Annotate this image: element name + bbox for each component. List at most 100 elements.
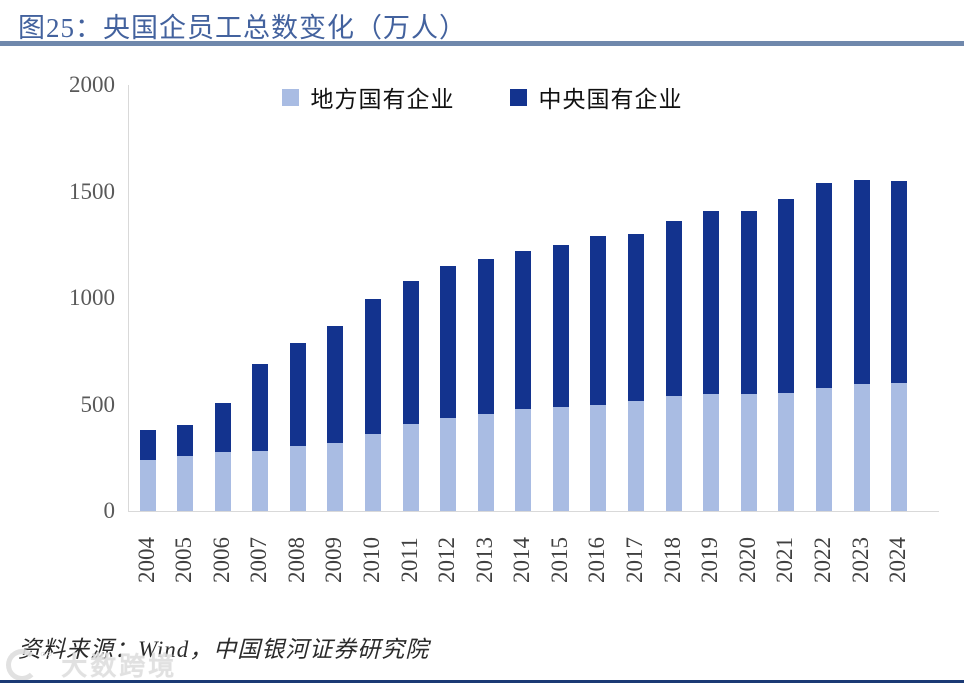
bar-segment-central-soe <box>665 221 682 397</box>
x-tick-label-2015: 2015 <box>546 537 572 583</box>
bar-segment-local-soe <box>740 394 757 511</box>
stacked-bar-2012 <box>440 266 457 511</box>
bar-segment-local-soe <box>402 423 419 511</box>
bar-segment-local-soe <box>703 393 720 511</box>
bar-segment-central-soe <box>778 198 795 393</box>
bar-segment-central-soe <box>891 181 908 383</box>
figure-title: 图25：央国企员工总数变化（万人） <box>18 13 467 43</box>
bar-segment-central-soe <box>740 211 757 395</box>
bar-segment-local-soe <box>628 401 645 511</box>
bar-segment-central-soe <box>477 258 494 414</box>
chart-legend: 地方国有企业 中央国有企业 <box>0 80 964 114</box>
x-tick-label-2023: 2023 <box>847 537 873 583</box>
bar-segment-local-soe <box>515 409 532 511</box>
y-tick-label-1000: 1000 <box>69 285 115 310</box>
stacked-bar-2021 <box>778 198 795 511</box>
chart-plot-area <box>128 85 939 512</box>
bar-segment-local-soe <box>590 404 607 511</box>
y-tick-label-500: 500 <box>80 391 116 417</box>
source-note: 资料来源：Wind，中国银河证券研究院 <box>18 637 430 662</box>
bar-segment-local-soe <box>778 392 795 511</box>
y-tick-label-2000: 2000 <box>69 72 115 97</box>
legend-swatch-icon <box>281 88 299 106</box>
x-tick-label-2024: 2024 <box>885 537 911 583</box>
stacked-bar-2006 <box>214 403 231 511</box>
x-tick-label-2005: 2005 <box>171 537 197 583</box>
title-separator-line <box>0 41 964 46</box>
bar-segment-central-soe <box>214 403 231 453</box>
x-tick-label-2009: 2009 <box>321 537 347 583</box>
bar-segment-local-soe <box>815 388 832 511</box>
bar-segment-central-soe <box>590 235 607 405</box>
stacked-bar-2016 <box>590 235 607 511</box>
stacked-bar-2022 <box>815 182 832 511</box>
x-tick-label-2004: 2004 <box>133 537 159 583</box>
bar-segment-local-soe <box>139 459 156 511</box>
bar-segment-local-soe <box>327 443 344 511</box>
x-tick-label-2021: 2021 <box>772 537 798 583</box>
stacked-bar-2008 <box>289 342 306 511</box>
x-tick-label-2017: 2017 <box>622 537 648 583</box>
bar-segment-local-soe <box>177 456 194 511</box>
x-tick-label-2007: 2007 <box>246 537 272 583</box>
legend-item-central-soe: 中央国有企业 <box>509 80 683 114</box>
bar-segment-central-soe <box>402 280 419 424</box>
stacked-bar-2004 <box>139 429 156 511</box>
stacked-bar-2009 <box>327 326 344 511</box>
bar-segment-central-soe <box>177 424 194 457</box>
stacked-bar-2018 <box>665 221 682 511</box>
x-tick-label-2013: 2013 <box>471 537 497 583</box>
bar-segment-central-soe <box>327 326 344 444</box>
bar-segment-local-soe <box>552 407 569 511</box>
bar-segment-central-soe <box>552 244 569 408</box>
legend-swatch-icon <box>509 88 527 106</box>
legend-label: 地方国有企业 <box>310 87 455 112</box>
legend-label: 中央国有企业 <box>538 87 683 112</box>
bar-segment-central-soe <box>440 266 457 419</box>
bar-segment-local-soe <box>665 396 682 511</box>
bar-segment-local-soe <box>289 446 306 511</box>
y-tick-label-0: 0 <box>103 498 116 523</box>
bar-segment-local-soe <box>364 433 381 511</box>
x-tick-label-2014: 2014 <box>509 537 535 583</box>
stacked-bar-2011 <box>402 280 419 511</box>
bar-segment-local-soe <box>252 451 269 511</box>
bar-segment-local-soe <box>891 383 908 511</box>
bar-segment-central-soe <box>252 363 269 452</box>
stacked-bar-2015 <box>552 244 569 511</box>
bar-segment-central-soe <box>703 210 720 394</box>
x-tick-label-2010: 2010 <box>358 537 384 583</box>
stacked-bar-2005 <box>177 424 194 511</box>
bar-segment-local-soe <box>477 413 494 511</box>
bar-segment-central-soe <box>628 233 645 402</box>
stacked-bar-2017 <box>628 233 645 511</box>
x-tick-label-2018: 2018 <box>659 537 685 583</box>
bar-segment-local-soe <box>214 452 231 511</box>
bar-segment-central-soe <box>139 429 156 460</box>
stacked-bar-2019 <box>703 210 720 511</box>
stacked-bar-2010 <box>364 299 381 511</box>
stacked-bar-2007 <box>252 363 269 511</box>
legend-item-local-soe: 地方国有企业 <box>281 80 455 114</box>
x-tick-label-2011: 2011 <box>396 537 422 583</box>
bottom-border-line <box>0 680 964 683</box>
stacked-bar-2014 <box>515 251 532 511</box>
x-tick-label-2020: 2020 <box>734 537 760 583</box>
bar-segment-central-soe <box>289 342 306 447</box>
x-tick-label-2019: 2019 <box>697 537 723 583</box>
stacked-bar-2020 <box>740 211 757 511</box>
bar-segment-local-soe <box>853 384 870 511</box>
bar-segment-central-soe <box>815 182 832 389</box>
x-tick-label-2012: 2012 <box>434 537 460 583</box>
bar-segment-central-soe <box>853 179 870 385</box>
y-tick-label-1500: 1500 <box>69 178 115 204</box>
stacked-bar-2024 <box>891 181 908 511</box>
bar-segment-local-soe <box>440 418 457 511</box>
x-tick-label-2006: 2006 <box>208 537 234 583</box>
x-tick-label-2016: 2016 <box>584 537 610 583</box>
stacked-bar-2013 <box>477 258 494 511</box>
bar-segment-central-soe <box>364 299 381 434</box>
bar-segment-central-soe <box>515 251 532 410</box>
x-tick-label-2008: 2008 <box>283 537 309 583</box>
